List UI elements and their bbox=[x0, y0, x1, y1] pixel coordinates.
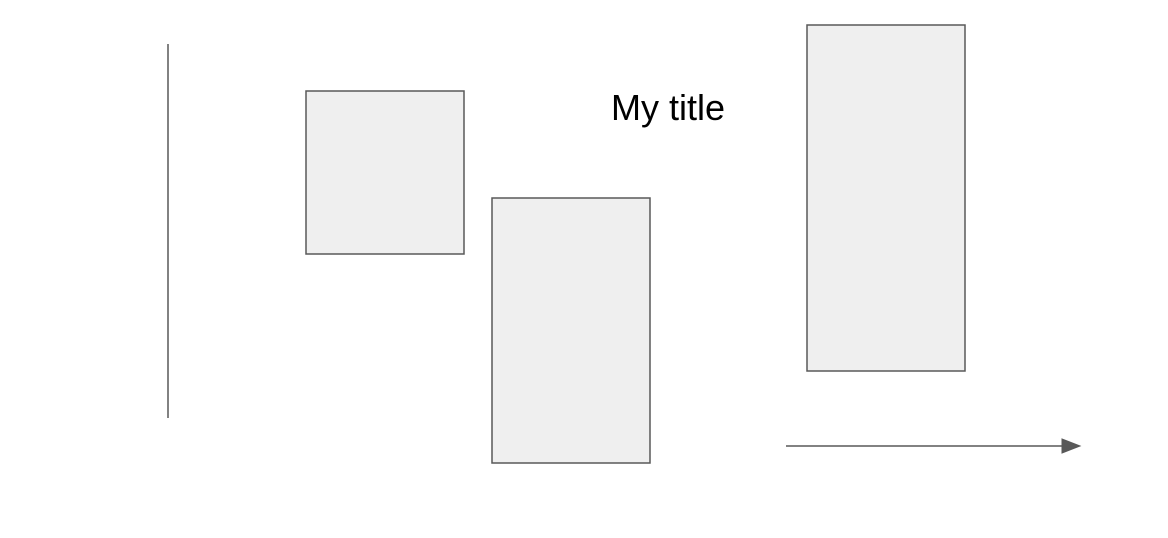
diagram-title[interactable]: My title bbox=[611, 87, 725, 128]
horizontal-arrow[interactable] bbox=[786, 438, 1082, 454]
rectangle-middle[interactable] bbox=[491, 197, 651, 464]
arrow-head-icon bbox=[1061, 438, 1082, 454]
rectangle-right[interactable] bbox=[806, 24, 966, 372]
rectangle-left[interactable] bbox=[305, 90, 465, 255]
